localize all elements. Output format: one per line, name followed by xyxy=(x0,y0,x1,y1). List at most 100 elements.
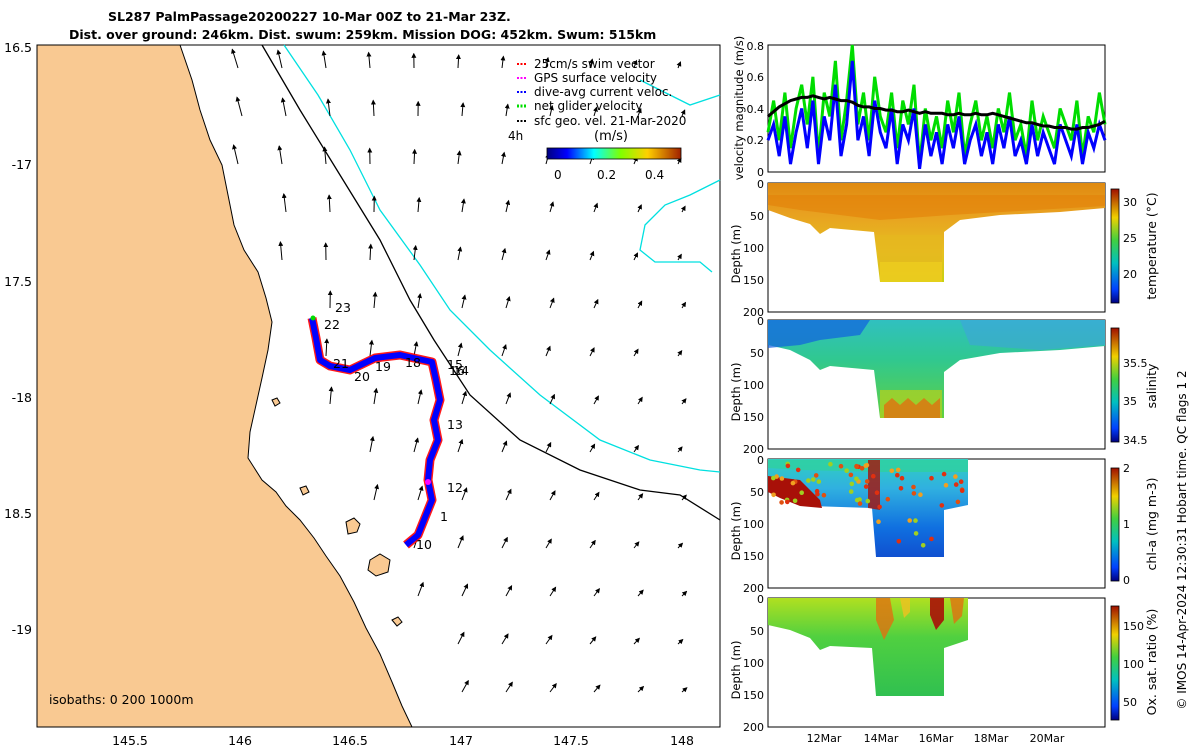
oxygen-cbtick: 50 xyxy=(1123,696,1137,709)
section-ylabels: Depth (m) Depth (m) Depth (m) Depth (m) xyxy=(729,225,743,700)
chla-sample-dot xyxy=(918,492,923,498)
chla-ytick: 50 xyxy=(750,486,764,499)
current-vector-arrow xyxy=(277,145,283,165)
current-vector-arrow xyxy=(457,342,463,357)
oxygen-ylabel: Depth (m) xyxy=(729,641,743,700)
time-axis: 12Mar 14Mar 16Mar 18Mar 20Mar xyxy=(807,732,1065,745)
velocity-series xyxy=(766,44,1107,169)
isobath-1000-offshore xyxy=(639,79,721,106)
chla-sample-dot xyxy=(771,492,776,498)
track-label: 22 xyxy=(324,317,340,332)
salinity-ytick: 0 xyxy=(757,315,764,328)
current-vector-arrow xyxy=(549,393,555,405)
chla-panel xyxy=(767,458,1106,589)
chla-sample-dot xyxy=(828,461,833,467)
chla-sample-dot xyxy=(854,476,859,482)
current-vector-arrow xyxy=(637,300,643,309)
current-vector-arrow xyxy=(505,199,511,213)
chla-sample-dot xyxy=(899,475,905,481)
current-vector-arrow xyxy=(589,636,597,645)
current-vector-field xyxy=(231,48,688,693)
legend-item-swim-vector: 25cm/s swim vector xyxy=(517,57,655,71)
current-vector-arrow xyxy=(505,488,512,501)
current-vector-arrow xyxy=(548,105,554,117)
time-xtick: 20Mar xyxy=(1030,732,1065,745)
current-vector-arrow xyxy=(369,435,375,453)
current-vector-arrow xyxy=(549,201,555,213)
current-vector-arrow xyxy=(637,396,643,405)
current-vector-arrow xyxy=(417,485,424,501)
current-vector-arrow xyxy=(456,150,462,165)
map-xtick: 147.5 xyxy=(553,733,589,748)
chla-sample-dot xyxy=(955,499,961,505)
isobath-1000-reef xyxy=(639,179,721,273)
temperature-ylabel: Depth (m) xyxy=(729,225,743,284)
track-label: 12 xyxy=(447,480,463,495)
chla-colorbar xyxy=(1110,467,1120,582)
provenance-note: © IMOS 14-Apr-2024 12:30:31 Hobart time.… xyxy=(1175,370,1189,709)
current-vector-arrow xyxy=(461,487,468,501)
current-vector-arrow xyxy=(501,633,509,645)
chla-ytick: 0 xyxy=(757,454,764,467)
legend-label: GPS surface velocity xyxy=(534,71,657,85)
current-vector-arrow xyxy=(681,590,688,597)
current-vector-arrow xyxy=(373,387,379,405)
current-vector-arrow xyxy=(505,681,513,693)
salinity-ytick: 100 xyxy=(743,379,764,392)
current-vector-arrow xyxy=(677,638,684,645)
legend-item-net-glider: net glider velocity xyxy=(517,99,642,113)
salinity-ytick: 50 xyxy=(750,347,764,360)
velocity-ytick: 0.6 xyxy=(747,71,765,84)
oxygen-colorbar xyxy=(1110,605,1120,721)
chla-sample-dot xyxy=(854,463,859,469)
chla-sample-dot xyxy=(771,475,776,481)
track-label: 20 xyxy=(354,369,370,384)
current-vector-arrow xyxy=(501,344,507,357)
current-vector-arrow xyxy=(500,151,506,165)
current-vector-arrow xyxy=(593,684,601,693)
current-vector-arrow xyxy=(460,198,466,213)
current-vector-arrow xyxy=(545,634,553,645)
current-vector-arrow xyxy=(588,58,594,69)
current-vector-arrow xyxy=(677,253,682,261)
current-vector-arrow xyxy=(680,205,686,213)
chla-sample-dot xyxy=(806,478,811,483)
isobath-200 xyxy=(261,44,721,521)
current-vector-arrow xyxy=(677,349,683,357)
current-vector-arrow xyxy=(632,59,638,69)
current-vector-arrow xyxy=(321,50,327,69)
legend-item-dive-avg: dive-avg current veloc. xyxy=(517,85,672,99)
current-vector-arrow xyxy=(676,61,682,69)
map-panel: 23 22 21 20 19 18 15 16 14 13 12 1 10 25… xyxy=(4,40,721,748)
temperature-ytick: 100 xyxy=(743,242,764,255)
current-vector-arrow xyxy=(505,392,512,405)
oxygen-ytick: 200 xyxy=(743,721,764,734)
legend-label: dive-avg current veloc. xyxy=(534,85,672,99)
track-label: 13 xyxy=(447,417,463,432)
chla-ylabel: Depth (m) xyxy=(729,502,743,561)
current-vector-arrow xyxy=(412,244,418,261)
current-vector-arrow xyxy=(235,96,243,117)
salinity-cbtick: 34.5 xyxy=(1123,434,1148,447)
chla-sample-dot xyxy=(896,539,902,544)
time-scale-label: 4h xyxy=(508,129,523,143)
current-vector-arrow xyxy=(328,386,334,405)
chla-sample-dot xyxy=(815,491,820,497)
current-vector-arrow xyxy=(325,98,331,117)
chla-ytick: 150 xyxy=(743,550,764,563)
legend-label: 25cm/s swim vector xyxy=(534,57,655,71)
chla-sample-dot xyxy=(865,498,871,504)
current-vector-arrow xyxy=(372,291,378,309)
current-vector-arrow xyxy=(457,535,464,549)
velocity-ytick: 0.8 xyxy=(747,40,765,53)
chla-sample-dot xyxy=(857,501,863,506)
section-colorbars: 20 25 30 34.5 35 35.5 0 1 2 50 100 150 t… xyxy=(1110,188,1159,721)
chla-sample-dot xyxy=(848,472,854,478)
current-vector-arrow xyxy=(544,56,550,69)
current-vector-arrow xyxy=(373,483,380,501)
current-vector-arrow xyxy=(278,241,284,261)
current-vector-arrow xyxy=(593,587,601,597)
chla-sample-dot xyxy=(953,482,959,487)
current-vector-arrow xyxy=(500,55,506,69)
